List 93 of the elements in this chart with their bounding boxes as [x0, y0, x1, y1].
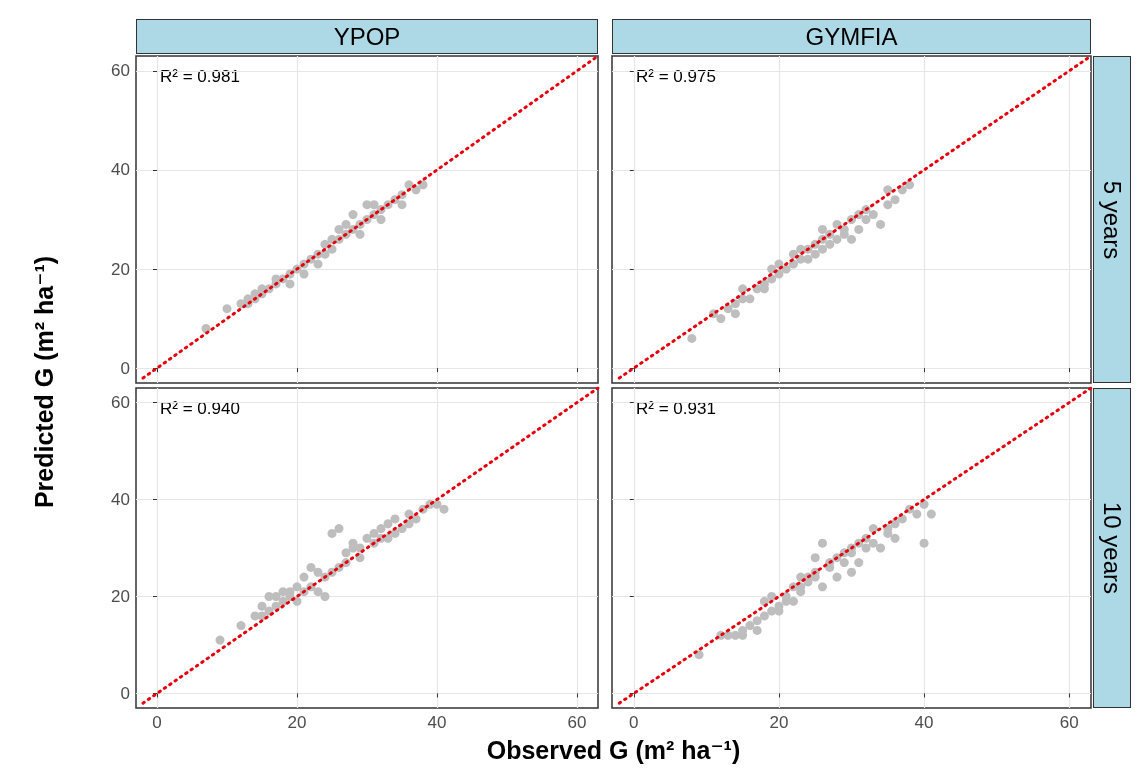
point	[847, 567, 856, 577]
point	[341, 219, 351, 229]
point	[883, 200, 893, 210]
point	[810, 249, 820, 259]
point	[362, 533, 372, 543]
point	[912, 509, 922, 519]
y-axis-title: Predicted G (m² ha⁻¹)	[29, 255, 59, 509]
point	[883, 185, 893, 195]
point	[803, 254, 813, 264]
point	[376, 524, 386, 534]
point	[730, 309, 740, 319]
point	[832, 572, 842, 582]
point	[687, 333, 697, 343]
point	[236, 621, 246, 631]
point	[716, 314, 726, 324]
point	[890, 195, 900, 205]
point	[817, 582, 827, 592]
point	[847, 234, 856, 244]
point	[292, 582, 302, 592]
y-tick-label: 0	[120, 358, 130, 378]
chart-title: GYMFIA	[612, 19, 1091, 54]
y-tick-label: 20	[111, 586, 130, 606]
point	[832, 234, 842, 244]
point	[752, 616, 762, 626]
point	[810, 553, 820, 563]
point	[369, 200, 379, 210]
point	[745, 294, 755, 304]
point	[926, 509, 936, 519]
point	[868, 538, 878, 548]
point	[390, 514, 400, 524]
point	[890, 533, 900, 543]
point	[299, 572, 309, 582]
point	[868, 210, 878, 220]
point	[905, 180, 915, 190]
point	[854, 558, 864, 568]
point	[919, 538, 929, 548]
point	[752, 625, 762, 635]
point	[306, 562, 316, 572]
point	[334, 224, 344, 234]
point	[861, 543, 871, 553]
point	[774, 259, 784, 269]
y-tick-label: 60	[111, 393, 130, 413]
point	[313, 587, 323, 597]
point	[327, 528, 337, 538]
point	[876, 543, 886, 553]
point	[299, 269, 309, 279]
y-tick-label: 40	[111, 490, 130, 510]
point	[320, 591, 330, 601]
x-axis-title: Observed G (m² ha⁻¹)	[485, 736, 742, 765]
point	[745, 621, 755, 631]
y-tick-label: 40	[111, 160, 130, 180]
point	[817, 244, 827, 254]
x-tick-label: 60	[567, 713, 587, 732]
point	[355, 229, 365, 239]
y-tick-label: 20	[111, 259, 130, 279]
x-tick-label: 20	[769, 713, 789, 732]
point	[439, 504, 449, 514]
point	[781, 264, 791, 274]
point	[738, 284, 748, 294]
point	[767, 591, 777, 601]
point	[825, 239, 835, 249]
chart-title: YPOP	[136, 19, 598, 54]
point	[759, 611, 769, 621]
point	[271, 591, 281, 601]
point	[369, 528, 379, 538]
point	[817, 538, 827, 548]
text: 5 years	[1098, 180, 1127, 259]
x-tick-label: 0	[629, 713, 639, 732]
point	[817, 224, 827, 234]
point	[376, 215, 386, 224]
y-tick-label: 0	[120, 683, 130, 703]
x-tick-label: 20	[287, 713, 307, 732]
x-tick-label: 0	[152, 713, 162, 732]
x-tick-label: 60	[1059, 713, 1079, 732]
point	[313, 259, 323, 269]
point	[341, 548, 351, 558]
point	[334, 524, 344, 534]
x-tick-label: 40	[914, 713, 934, 732]
point	[257, 601, 267, 611]
y-tick-label: 60	[111, 61, 130, 81]
point	[348, 210, 358, 220]
point	[285, 279, 295, 289]
point	[397, 200, 407, 210]
x-tick-label: 40	[427, 713, 447, 732]
text: 10 years	[1098, 501, 1126, 595]
point	[222, 304, 232, 314]
point	[383, 519, 393, 529]
point	[854, 224, 864, 234]
point	[861, 215, 871, 224]
point	[876, 219, 886, 229]
point	[839, 558, 849, 568]
point	[215, 635, 225, 645]
point	[313, 567, 323, 577]
